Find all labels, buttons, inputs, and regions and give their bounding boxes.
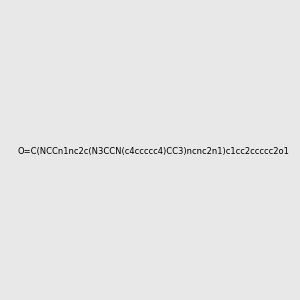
Text: O=C(NCCn1nc2c(N3CCN(c4ccccc4)CC3)ncnc2n1)c1cc2ccccc2o1: O=C(NCCn1nc2c(N3CCN(c4ccccc4)CC3)ncnc2n1… [18, 147, 290, 156]
